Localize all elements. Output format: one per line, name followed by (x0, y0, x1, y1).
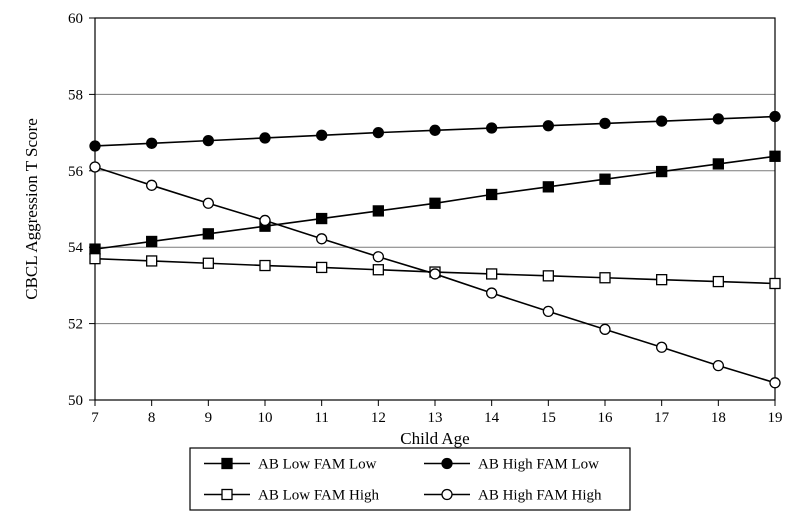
y-axis-label: CBCL Aggression T Score (22, 118, 41, 300)
y-tick-label: 54 (68, 240, 84, 256)
y-tick-label: 50 (68, 393, 83, 409)
y-tick-label: 60 (68, 11, 83, 27)
legend-label: AB Low FAM Low (258, 457, 377, 473)
x-tick-label: 12 (371, 410, 386, 426)
legend-label: AB High FAM Low (478, 457, 599, 473)
x-tick-label: 7 (91, 410, 99, 426)
y-tick-label: 58 (68, 87, 83, 103)
x-tick-label: 16 (598, 410, 614, 426)
x-tick-label: 18 (711, 410, 726, 426)
x-axis-label: Child Age (400, 429, 469, 448)
x-tick-label: 15 (541, 410, 556, 426)
legend-label: AB High FAM High (478, 488, 602, 504)
chart-container: 7 8 9 10 11 12 13 14 15 16 17 18 19 50 52 54 56 58 60 Child… (0, 0, 799, 528)
y-tick-label: 52 (68, 317, 83, 333)
y-tick-label: 56 (68, 164, 84, 180)
x-tick-label: 17 (654, 410, 670, 426)
x-tick-label: 11 (314, 410, 328, 426)
x-tick-label: 10 (258, 410, 273, 426)
x-tick-label: 14 (484, 410, 500, 426)
line-chart: 7 8 9 10 11 12 13 14 15 16 17 18 19 50 52 54 56 58 60 Child… (0, 0, 799, 528)
x-tick-label: 13 (428, 410, 443, 426)
legend-label: AB Low FAM High (258, 488, 379, 504)
x-tick-label: 8 (148, 410, 156, 426)
x-tick-label: 19 (768, 410, 783, 426)
x-tick-label: 9 (205, 410, 213, 426)
